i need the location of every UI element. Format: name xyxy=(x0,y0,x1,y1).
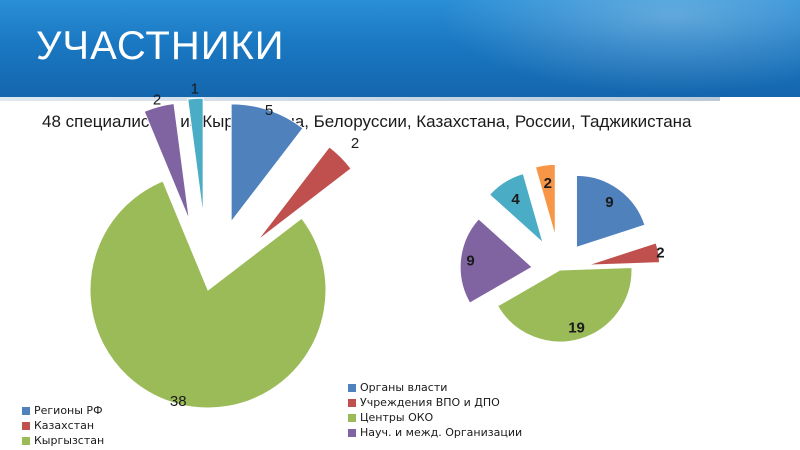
header-shine xyxy=(420,0,800,97)
pie-1-slice-2 xyxy=(496,266,633,343)
pie-0-data-label-3: 2 xyxy=(153,92,161,109)
pie-0-data-label-1: 2 xyxy=(351,135,359,152)
pie-1-slice-4 xyxy=(488,173,545,245)
legend-1-swatch-1 xyxy=(348,398,356,407)
pie-1-data-label-3: 9 xyxy=(466,253,474,270)
legend-1-label-3: Науч. и межд. Организации xyxy=(360,426,523,439)
legend-1-item-2: Центры ОКО xyxy=(348,410,522,425)
pie-0-slice-4 xyxy=(187,97,204,217)
pie-0-slice-2 xyxy=(89,180,327,409)
legend-0-swatch-0 xyxy=(22,406,30,415)
legend-1-item-0: Органы власти xyxy=(348,380,522,395)
header-divider xyxy=(0,97,720,101)
legend-1-item-1: Учреждения ВПО и ДПО xyxy=(348,395,522,410)
pie-0-slice-3 xyxy=(143,102,190,221)
pie-1-slice-0 xyxy=(575,174,646,249)
legend-0-label-1: Казахстан xyxy=(34,419,95,432)
pie-1-data-label-1: 2 xyxy=(656,244,664,261)
legend-1-swatch-3 xyxy=(348,428,356,437)
pie-0-slice-1 xyxy=(257,146,352,241)
legend-countries: Регионы РФ Казахстан Кыргызстан xyxy=(22,403,104,448)
pie-0-data-label-0: 5 xyxy=(265,102,273,119)
legend-1-swatch-2 xyxy=(348,413,356,422)
pie-1-slice-1 xyxy=(587,242,661,266)
slide-title: УЧАСТНИКИ xyxy=(36,24,285,68)
pie-1-slice-3 xyxy=(459,218,533,304)
pie-1-data-label-0: 9 xyxy=(605,194,613,211)
legend-1-label-0: Органы власти xyxy=(360,381,448,394)
pie-1-data-label-5: 2 xyxy=(544,175,552,192)
legend-1-item-3: Науч. и межд. Организации xyxy=(348,425,522,440)
slide-subtitle: 48 специалистов из Кыргызстана, Белорусс… xyxy=(42,112,692,131)
pie-0-slice-0 xyxy=(230,103,304,224)
pie-0-data-label-4: 1 xyxy=(191,80,199,97)
legend-1-label-1: Учреждения ВПО и ДПО xyxy=(360,396,500,409)
header-banner: УЧАСТНИКИ xyxy=(0,0,800,97)
legend-organizations: Органы власти Учреждения ВПО и ДПО Центры … xyxy=(348,380,522,440)
legend-0-item-1: Казахстан xyxy=(22,418,104,433)
legend-0-item-2: Кыргызстан xyxy=(22,433,104,448)
legend-0-label-0: Регионы РФ xyxy=(34,404,103,417)
legend-0-swatch-2 xyxy=(22,436,30,445)
pie-1-data-label-4: 4 xyxy=(511,191,520,208)
legend-0-item-0: Регионы РФ xyxy=(22,403,104,418)
legend-0-swatch-1 xyxy=(22,421,30,430)
pie-chart-organizations: 9 2 19 9 4 2 xyxy=(459,163,665,343)
pie-chart-countries: 5 2 38 2 1 xyxy=(89,80,359,410)
pie-1-slice-5 xyxy=(534,163,556,237)
pie-0-data-label-2: 38 xyxy=(170,393,187,410)
legend-1-label-2: Центры ОКО xyxy=(360,411,434,424)
pie-1-data-label-2: 19 xyxy=(568,320,585,337)
legend-0-label-2: Кыргызстан xyxy=(34,434,105,447)
legend-1-swatch-0 xyxy=(348,383,356,392)
